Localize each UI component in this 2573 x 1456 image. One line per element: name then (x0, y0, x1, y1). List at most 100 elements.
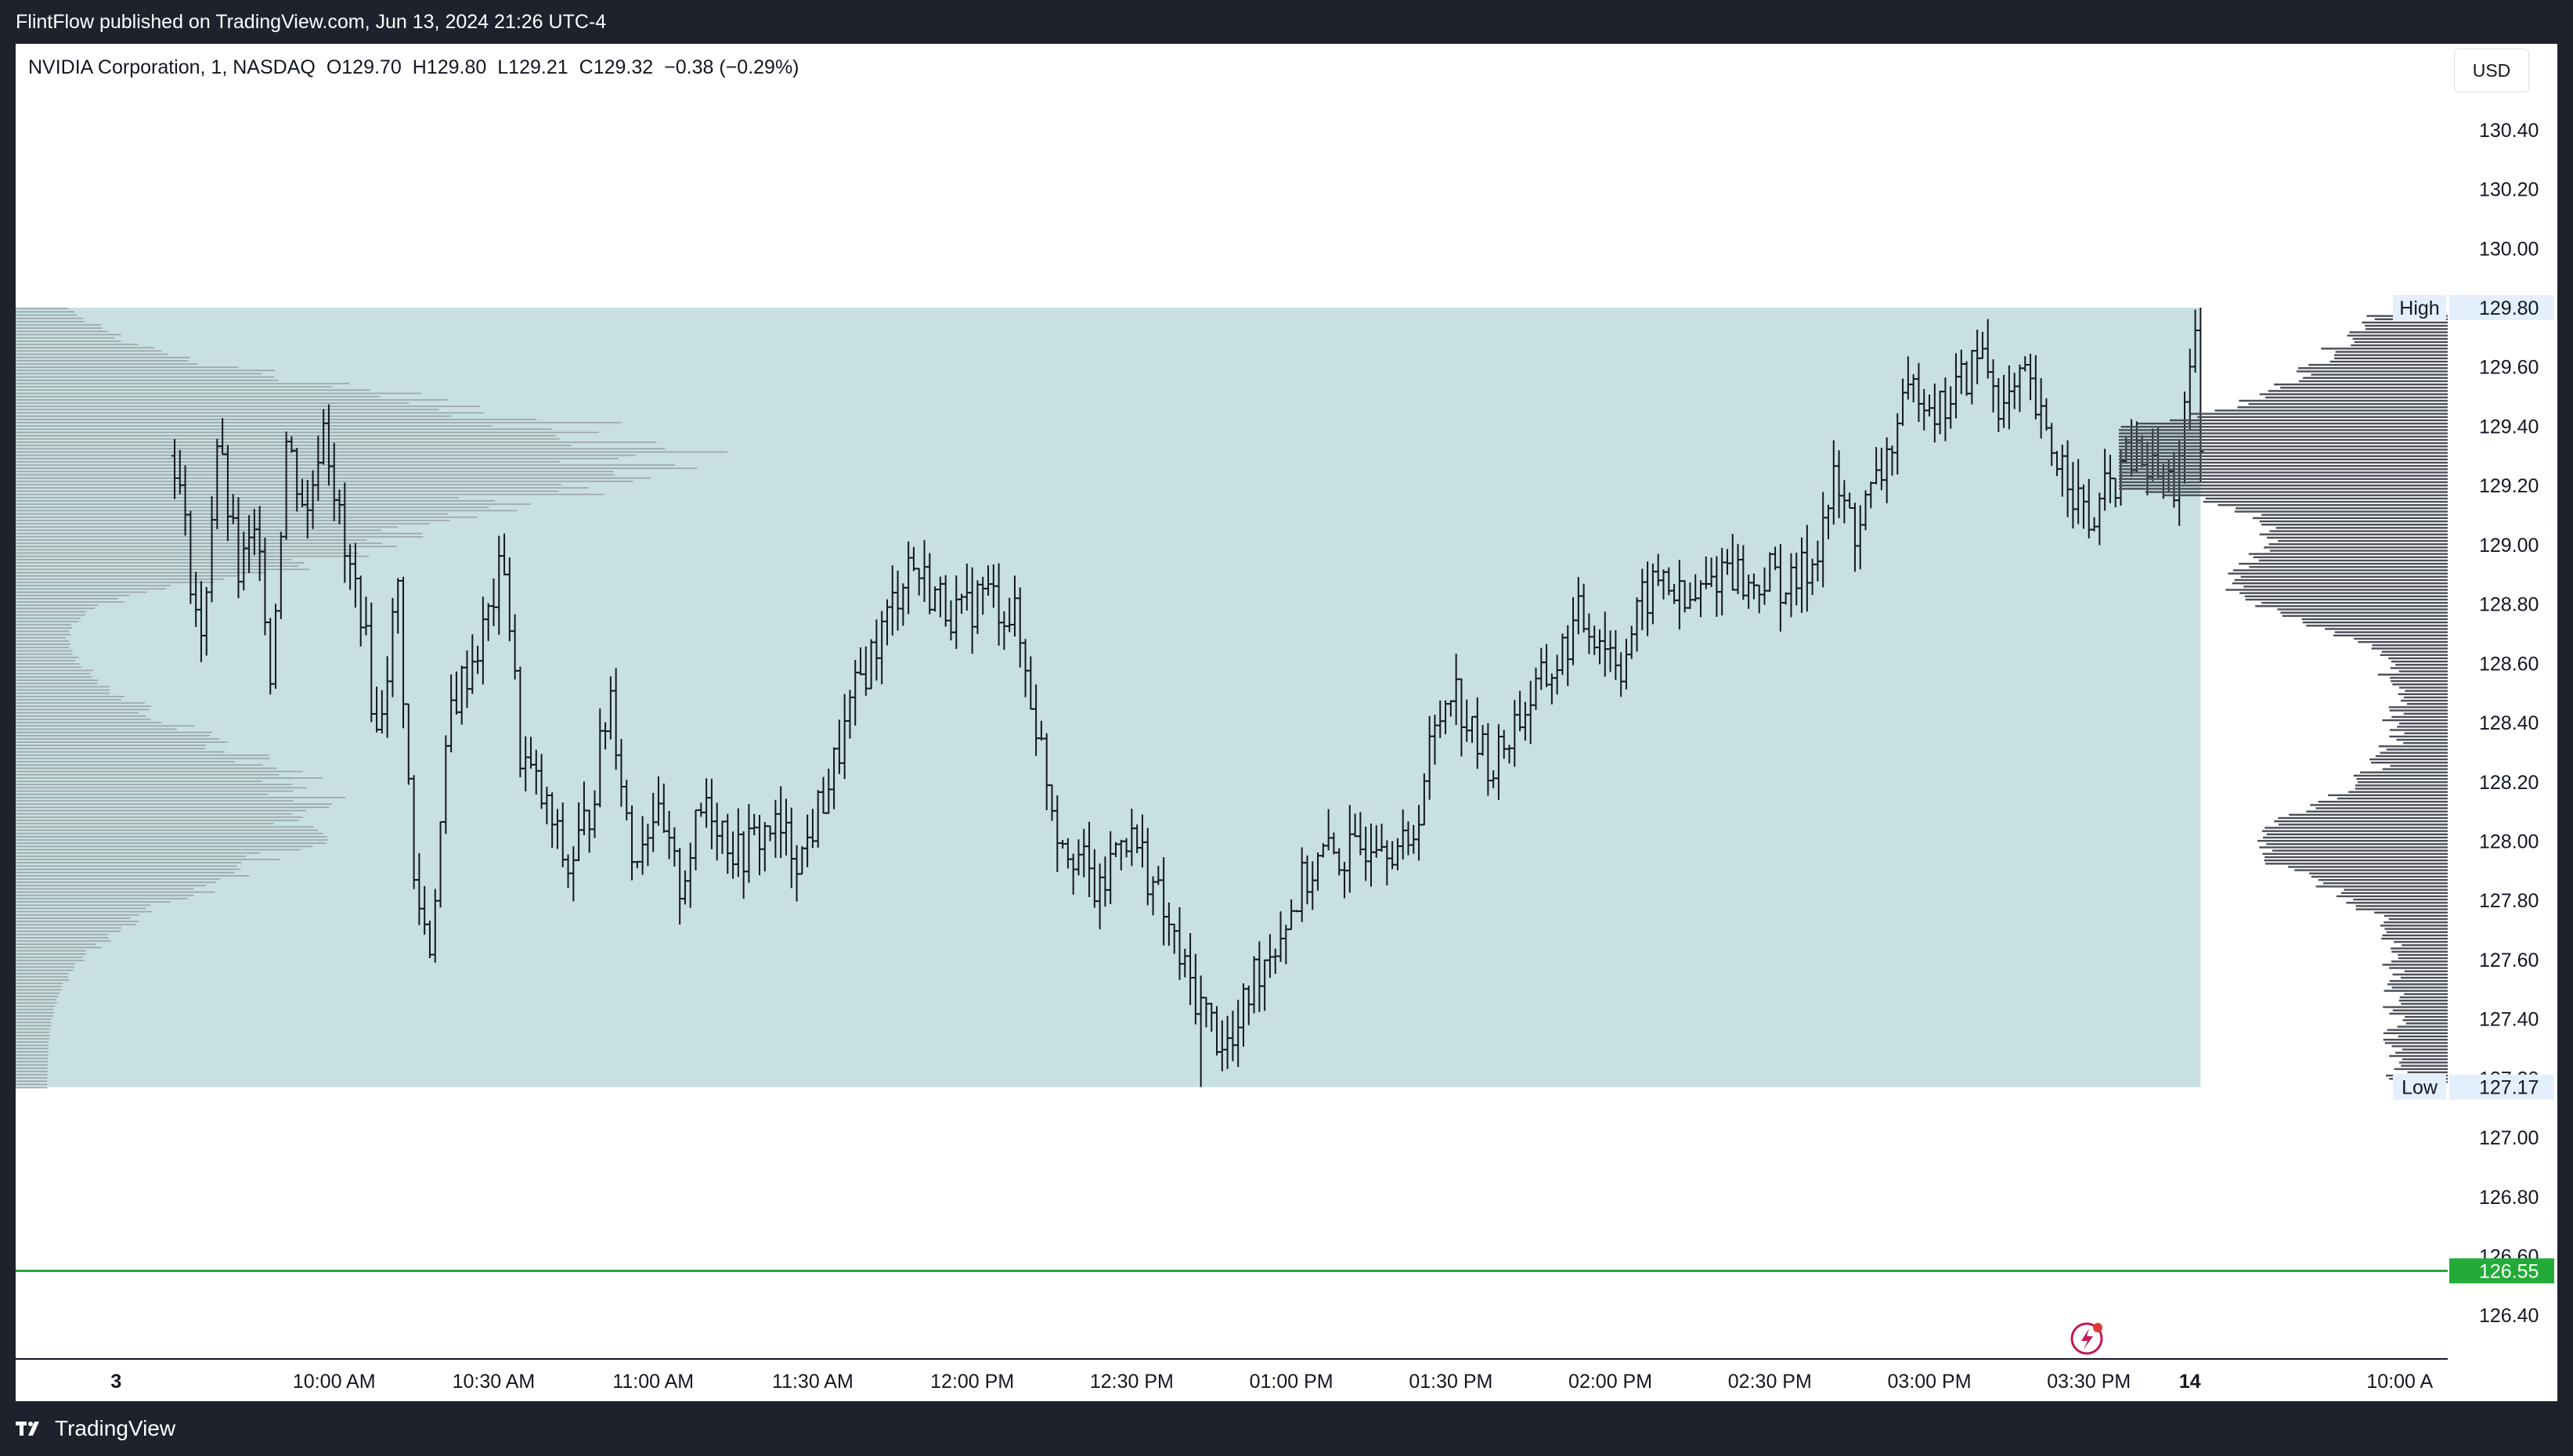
volume-bar-left (16, 773, 280, 776)
volume-bar-right (2401, 1003, 2448, 1005)
volume-bar-left (16, 523, 430, 524)
volume-bar-left (16, 490, 559, 492)
time-axis[interactable]: 3 10:00 AM 10:30 AM 11:00 AM 11:30 AM 12:00 P… (16, 1358, 2557, 1401)
volume-bar-left (16, 901, 171, 903)
chart-canvas[interactable]: 130.40 130.20 130.00 129.60 129.40 129.20 129.… (16, 44, 2557, 1401)
volume-bar-left (16, 881, 216, 883)
volume-bar-right (2389, 967, 2448, 969)
volume-bar-right (2280, 387, 2448, 389)
volume-bar-right (2377, 673, 2448, 676)
volume-bar-left (16, 957, 84, 958)
volume-bar-right (2119, 445, 2448, 448)
volume-bar-left (16, 784, 293, 786)
volume-bar-right (2402, 1019, 2448, 1022)
volume-bar-left (16, 324, 101, 326)
volume-bar-right (2388, 706, 2448, 708)
volume-bar-right (2298, 380, 2448, 383)
volume-profile-left (16, 308, 728, 1089)
volume-bar-right (2119, 458, 2448, 461)
volume-bar-right (2301, 618, 2448, 621)
volume-bar-right (2405, 690, 2448, 692)
volume-bar-left (16, 1002, 58, 1004)
volume-bar-right (2318, 800, 2448, 803)
volume-bar-right (2391, 679, 2448, 683)
time-tick-label: 02:00 PM (1568, 1371, 1652, 1393)
volume-bar-right (2384, 921, 2448, 924)
volume-bar-left (16, 317, 84, 319)
volume-bar-left (16, 604, 99, 606)
volume-bar-right (2390, 676, 2448, 679)
volume-bar-left (16, 1044, 49, 1047)
volume-bar-right (2218, 504, 2448, 506)
volume-bar-left (16, 891, 215, 893)
volume-bar-right (2383, 1032, 2448, 1035)
volume-bar-left (16, 979, 70, 981)
volume-bar-right (2389, 735, 2448, 738)
volume-bar-right (2334, 357, 2448, 360)
volume-bar-right (2269, 550, 2448, 552)
volume-bar-right (2265, 396, 2448, 398)
volume-bar-left (16, 405, 480, 407)
volume-bar-right (2355, 787, 2448, 790)
volume-bar-right (2400, 699, 2448, 702)
volume-bar-left (16, 787, 308, 789)
volume-bar-left (16, 532, 423, 535)
volume-bar-right (2391, 947, 2448, 950)
volume-bar-right (2399, 996, 2448, 999)
volume-bar-right (2406, 703, 2448, 705)
volume-bar-right (2306, 625, 2448, 627)
currency-button[interactable]: USD (2454, 49, 2529, 92)
volume-bar-left (16, 526, 399, 528)
volume-bar-left (16, 806, 330, 809)
volume-bar-left (16, 719, 151, 720)
volume-bar-right (2274, 383, 2448, 386)
volume-bar-left (16, 856, 246, 857)
volume-bar-right (2382, 719, 2448, 722)
volume-bar-right (2394, 941, 2448, 943)
volume-bar-left (16, 618, 81, 619)
volume-bar-right (2389, 709, 2448, 712)
volume-bar-left (16, 669, 93, 672)
volume-bar-left (16, 549, 352, 551)
volume-bar-left (16, 506, 489, 509)
volume-bar-left (16, 793, 269, 795)
volume-bar-left (16, 347, 154, 348)
chart-panel[interactable]: 130.40 130.20 130.00 129.60 129.40 129.20 129.… (16, 44, 2557, 1401)
volume-bar-left (16, 321, 85, 323)
volume-bar-left (16, 751, 226, 753)
volume-bar-left (16, 542, 382, 544)
volume-bar-left (16, 761, 235, 762)
volume-bar-left (16, 1022, 52, 1024)
volume-bar-right (2392, 973, 2448, 976)
volume-bar-right (2355, 784, 2448, 787)
volume-bar-right (2259, 520, 2448, 523)
support-price-label: 126.55 (2449, 1258, 2554, 1284)
volume-bar-right (2371, 762, 2448, 764)
volume-bar-right (2362, 321, 2448, 324)
volume-bar-left (16, 933, 109, 935)
volume-bar-right (2280, 611, 2448, 614)
volume-bar-left (16, 725, 195, 727)
volume-bar-right (2402, 1058, 2448, 1061)
volume-bar-left (16, 871, 235, 874)
volume-bar-left (16, 770, 303, 773)
volume-bar-left (16, 363, 198, 365)
volume-bar-right (2354, 637, 2448, 640)
volume-bar-right (2311, 373, 2448, 376)
volume-bar-right (2397, 726, 2448, 728)
volume-bar-right (2259, 846, 2448, 849)
volume-bar-left (16, 1061, 49, 1063)
volume-bar-right (2244, 595, 2448, 598)
volume-bar-right (2275, 527, 2448, 529)
volume-bar-left (16, 708, 150, 711)
volume-bar-left (16, 699, 121, 701)
time-tick-label: 14 (2179, 1371, 2201, 1393)
volume-bar-right (2353, 898, 2448, 901)
volume-bar-right (2263, 836, 2448, 839)
volume-bar-left (16, 431, 599, 434)
price-axis[interactable]: 130.40 130.20 130.00 129.60 129.40 129.20 129.… (2448, 44, 2557, 1401)
alert-bolt-icon[interactable] (2070, 1322, 2103, 1355)
volume-bar-left (16, 660, 76, 661)
volume-bar-right (2337, 797, 2448, 800)
volume-bar-left (16, 803, 333, 805)
